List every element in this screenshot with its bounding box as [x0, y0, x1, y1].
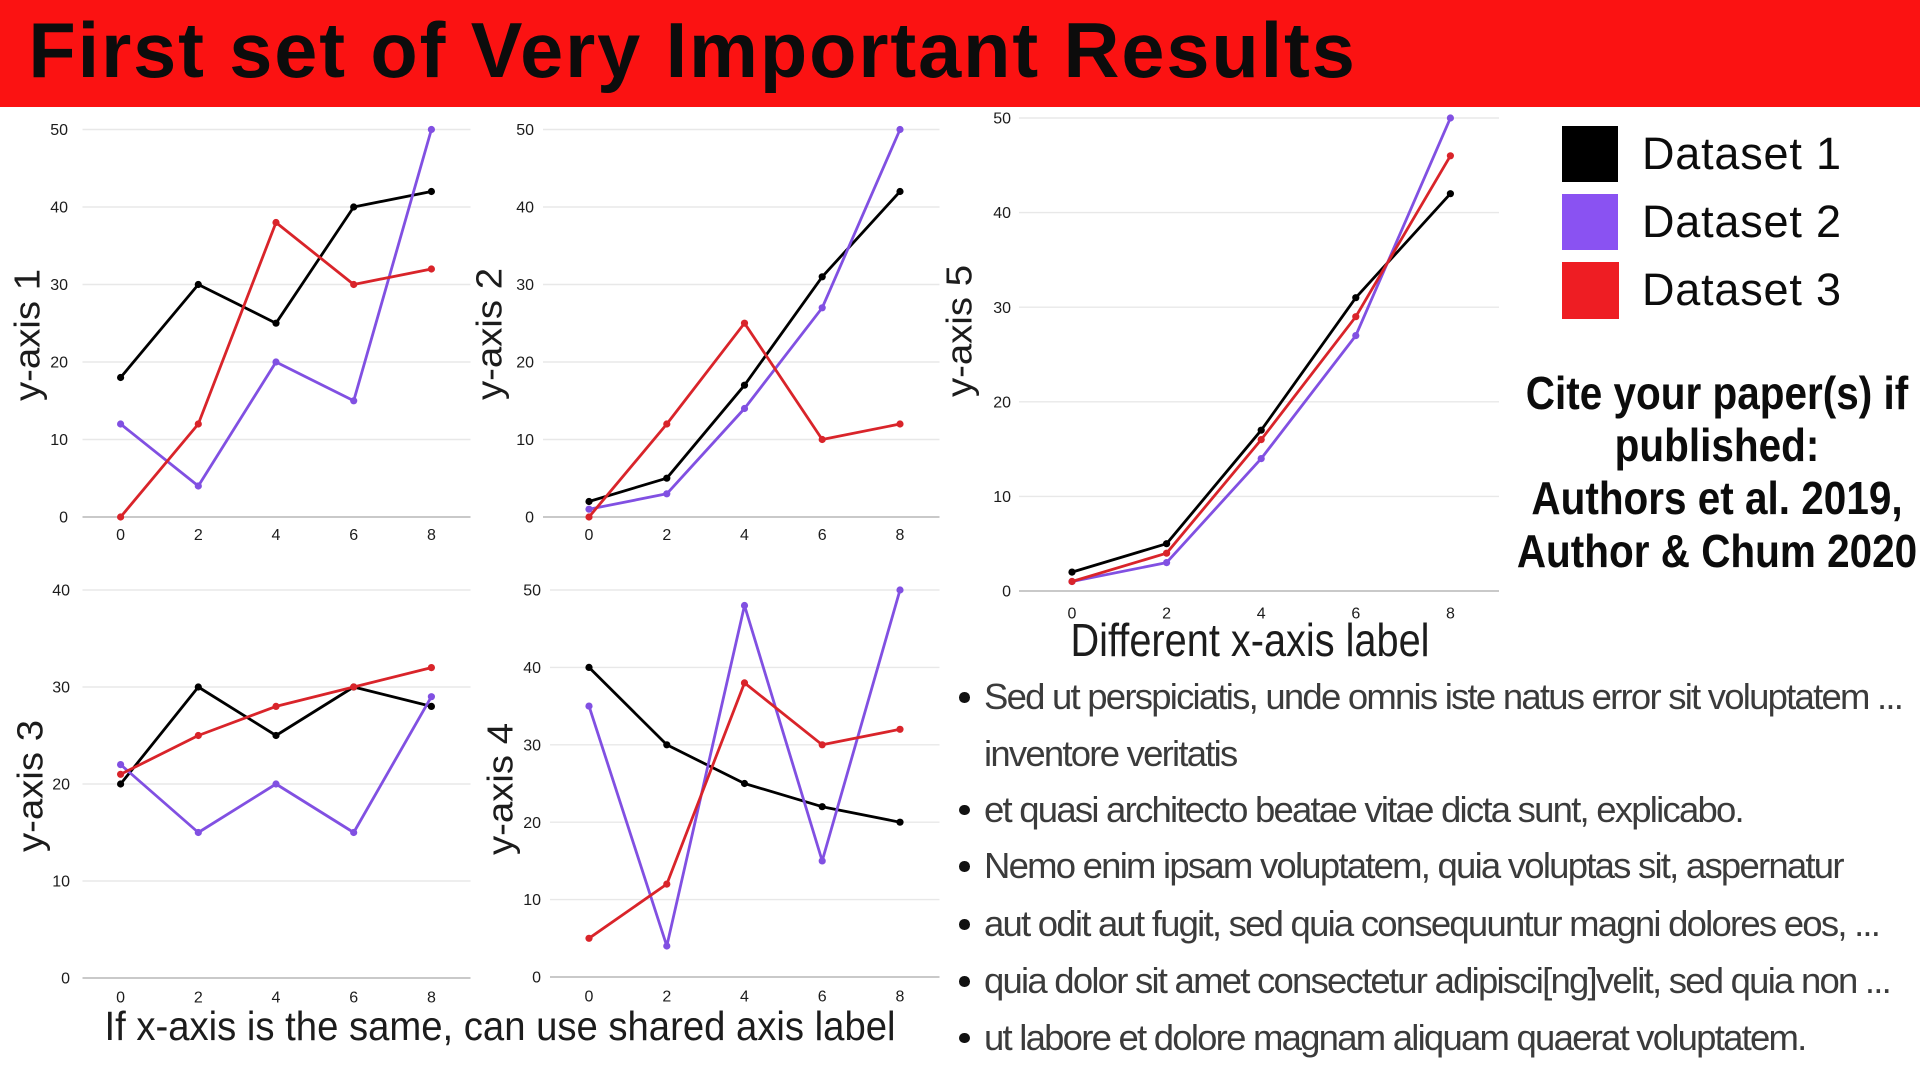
svg-text:0: 0	[525, 510, 534, 527]
svg-text:10: 10	[50, 432, 68, 449]
svg-text:30: 30	[523, 737, 541, 754]
svg-text:10: 10	[52, 874, 70, 891]
svg-text:y-axis 3: y-axis 3	[10, 720, 51, 852]
svg-text:2: 2	[194, 990, 203, 1007]
svg-text:20: 20	[516, 355, 534, 372]
svg-text:20: 20	[52, 777, 70, 794]
svg-text:50: 50	[50, 122, 68, 139]
svg-text:8: 8	[427, 527, 436, 544]
svg-text:30: 30	[52, 680, 70, 697]
svg-text:20: 20	[993, 394, 1011, 411]
svg-text:20: 20	[523, 815, 541, 832]
svg-text:8: 8	[427, 990, 436, 1007]
svg-text:40: 40	[993, 205, 1011, 222]
svg-text:8: 8	[1446, 606, 1455, 623]
svg-text:y-axis 1: y-axis 1	[7, 269, 48, 401]
svg-text:2: 2	[194, 527, 203, 544]
svg-text:0: 0	[585, 527, 594, 544]
svg-text:10: 10	[516, 432, 534, 449]
svg-text:40: 40	[516, 200, 534, 217]
svg-text:8: 8	[896, 527, 905, 544]
svg-text:50: 50	[516, 122, 534, 139]
svg-text:10: 10	[993, 489, 1011, 506]
svg-text:2: 2	[662, 527, 671, 544]
svg-text:50: 50	[993, 111, 1011, 128]
svg-text:Different x-axis label: Different x-axis label	[1071, 614, 1430, 666]
svg-text:0: 0	[59, 510, 68, 527]
svg-text:30: 30	[516, 277, 534, 294]
svg-text:0: 0	[1002, 584, 1011, 601]
svg-text:20: 20	[50, 355, 68, 372]
svg-text:10: 10	[523, 892, 541, 909]
svg-text:0: 0	[1068, 606, 1077, 623]
svg-text:0: 0	[585, 989, 594, 1006]
svg-text:6: 6	[818, 527, 827, 544]
svg-text:y-axis 2: y-axis 2	[469, 268, 510, 400]
svg-text:4: 4	[272, 527, 281, 544]
svg-text:0: 0	[116, 990, 125, 1007]
svg-text:30: 30	[993, 300, 1011, 317]
svg-text:0: 0	[532, 970, 541, 987]
svg-text:4: 4	[272, 990, 281, 1007]
svg-text:30: 30	[50, 277, 68, 294]
svg-text:2: 2	[662, 989, 671, 1006]
svg-text:2: 2	[1162, 606, 1171, 623]
svg-text:6: 6	[1351, 606, 1360, 623]
svg-text:y-axis 5: y-axis 5	[939, 265, 980, 397]
svg-text:50: 50	[523, 583, 541, 600]
svg-text:0: 0	[116, 527, 125, 544]
svg-text:6: 6	[818, 989, 827, 1006]
svg-text:40: 40	[50, 200, 68, 217]
svg-text:0: 0	[61, 971, 70, 988]
svg-text:4: 4	[740, 989, 749, 1006]
svg-text:y-axis 4: y-axis 4	[480, 723, 521, 855]
svg-text:4: 4	[740, 527, 749, 544]
svg-text:8: 8	[896, 989, 905, 1006]
svg-text:6: 6	[349, 527, 358, 544]
svg-text:6: 6	[349, 990, 358, 1007]
svg-text:40: 40	[523, 660, 541, 677]
svg-text:40: 40	[52, 583, 70, 600]
svg-text:4: 4	[1257, 606, 1266, 623]
svg-text:If x-axis is the same, can use: If x-axis is the same, can use shared ax…	[105, 1003, 896, 1049]
